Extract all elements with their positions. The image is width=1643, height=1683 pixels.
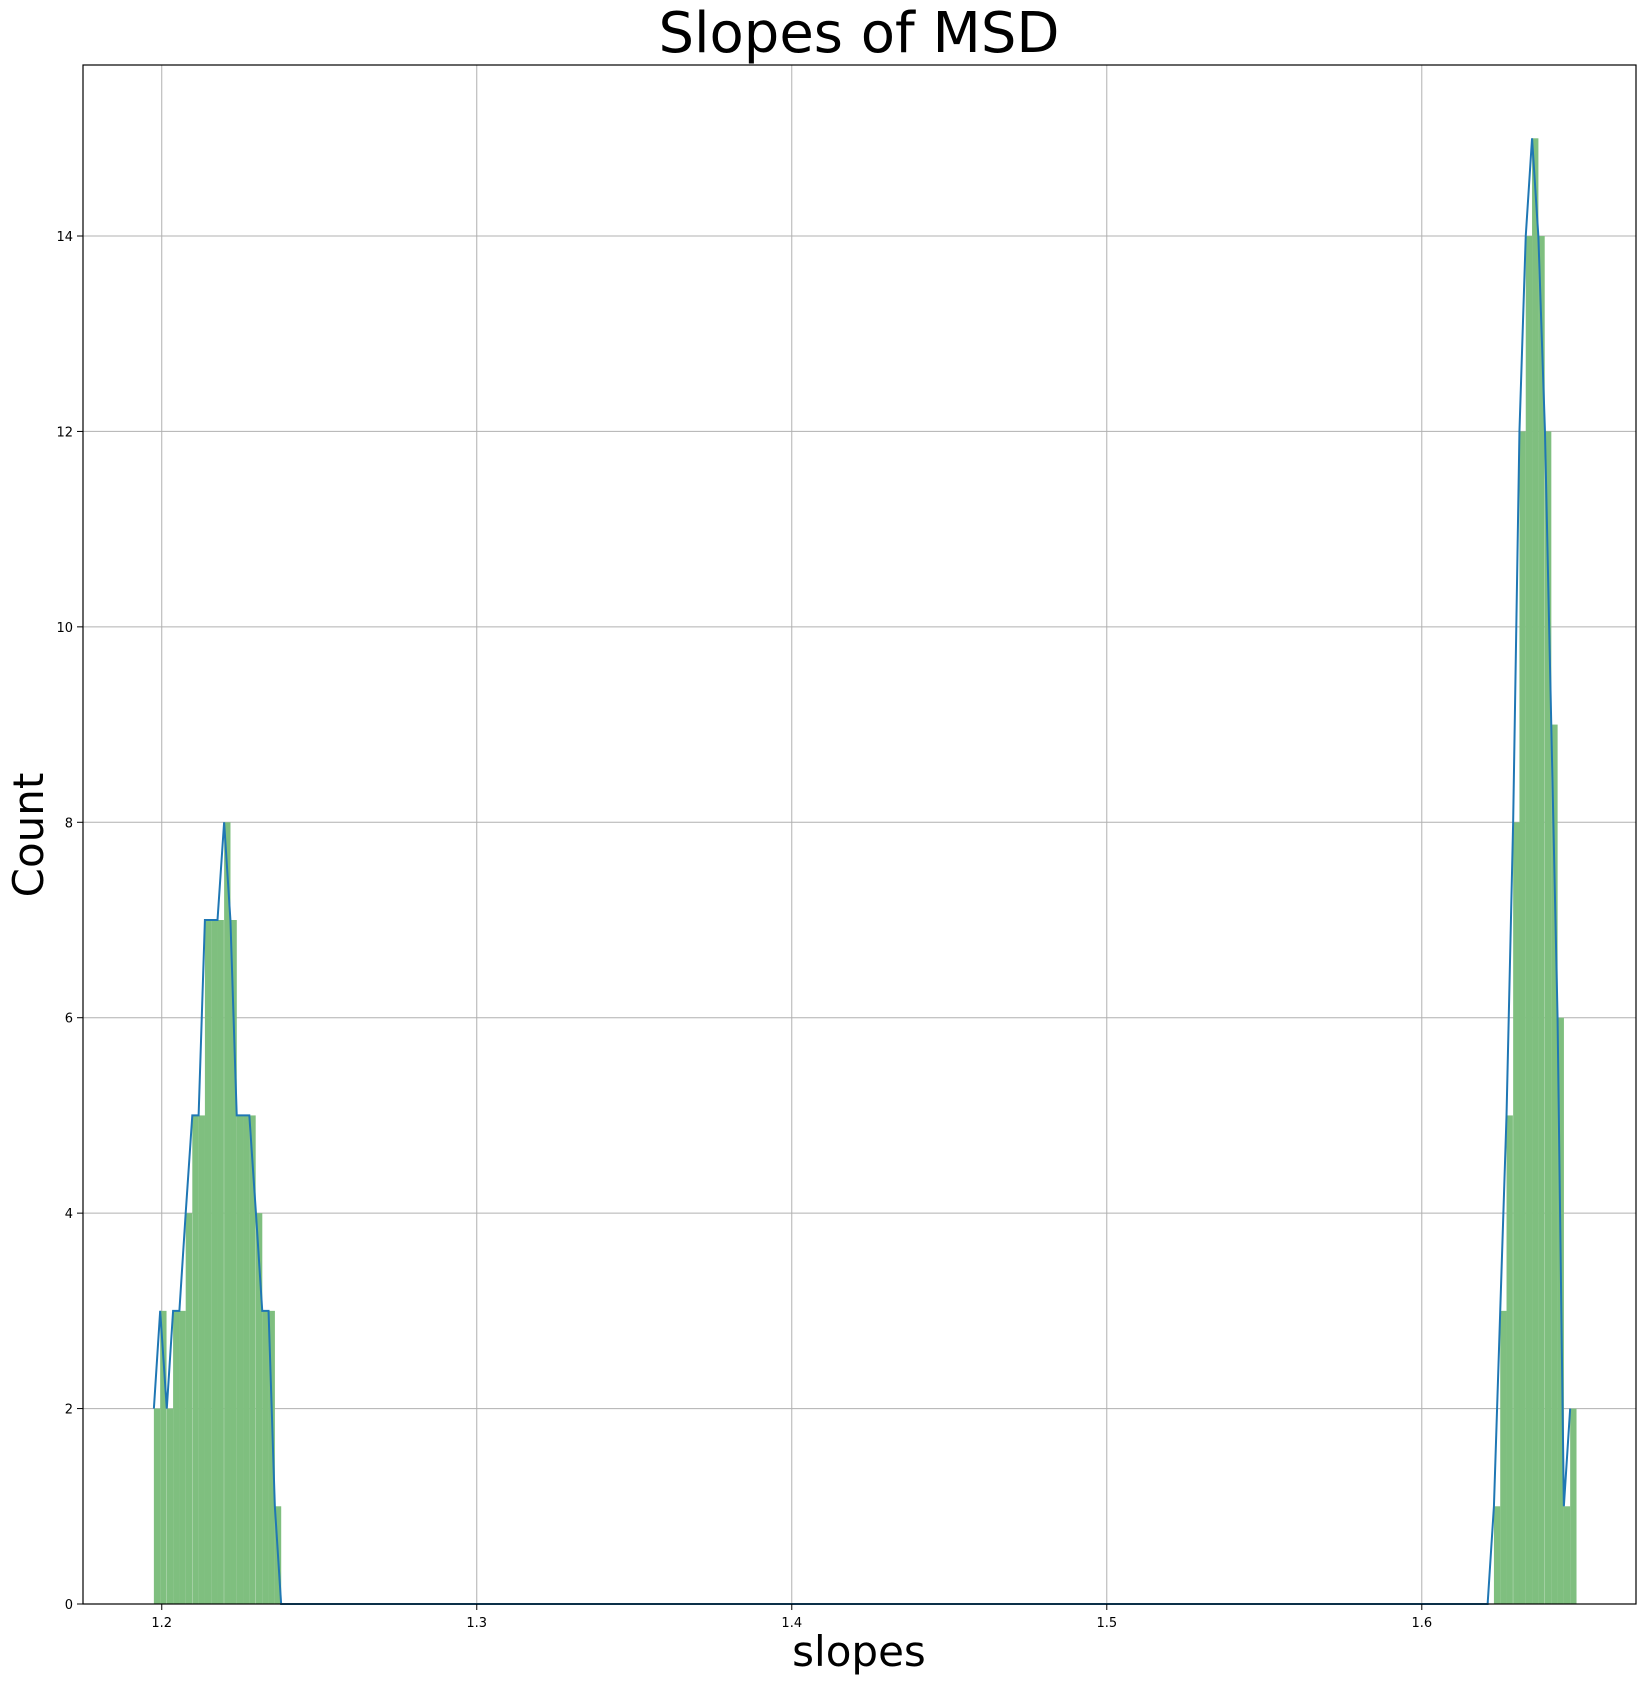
histogram-bar bbox=[211, 920, 218, 1604]
histogram-bar bbox=[249, 1115, 256, 1604]
histogram-bar bbox=[173, 1310, 180, 1604]
histogram-bar bbox=[255, 1213, 263, 1604]
histogram-bar bbox=[224, 822, 231, 1604]
histogram-bar bbox=[185, 1213, 193, 1604]
y-tick-label: 14 bbox=[56, 230, 73, 245]
x-axis-ticks: 1.2 1.3 1.4 1.5 1.6 bbox=[151, 1604, 1432, 1631]
histogram-bar bbox=[236, 1115, 244, 1604]
count-line bbox=[152, 138, 1572, 1605]
histogram-bar bbox=[1493, 1506, 1501, 1604]
y-axis-label: Count bbox=[4, 773, 53, 898]
y-tick-label: 12 bbox=[56, 425, 73, 440]
histogram-bar bbox=[268, 1310, 275, 1604]
histogram-bar bbox=[1506, 1115, 1513, 1604]
histogram-bar bbox=[1519, 431, 1526, 1604]
histogram-bar bbox=[1525, 236, 1533, 1604]
histogram-bar bbox=[262, 1310, 269, 1604]
y-tick-label: 6 bbox=[65, 1012, 73, 1027]
x-tick-label: 1.2 bbox=[151, 1616, 172, 1631]
y-tick-label: 10 bbox=[56, 621, 73, 636]
histogram-bar bbox=[1544, 431, 1552, 1604]
y-tick-label: 0 bbox=[65, 1598, 73, 1613]
histogram-bar bbox=[243, 1115, 250, 1604]
chart-title: Slopes of MSD bbox=[658, 1, 1059, 66]
grid-lines bbox=[83, 65, 1636, 1605]
x-tick-label: 1.5 bbox=[1096, 1616, 1117, 1631]
histogram-bar bbox=[153, 1408, 161, 1604]
y-tick-label: 8 bbox=[65, 816, 73, 831]
histogram-bar bbox=[204, 920, 212, 1604]
histogram-bar bbox=[1538, 236, 1545, 1604]
x-tick-label: 1.3 bbox=[466, 1616, 487, 1631]
histogram-bar bbox=[1570, 1408, 1577, 1604]
y-tick-label: 2 bbox=[65, 1403, 73, 1418]
histogram-bar bbox=[1513, 822, 1520, 1604]
x-tick-label: 1.4 bbox=[781, 1616, 802, 1631]
histogram-bar bbox=[166, 1408, 174, 1604]
histogram-bar bbox=[192, 1115, 199, 1604]
y-axis-ticks: 0 2 4 6 8 10 12 14 bbox=[56, 230, 83, 1613]
histogram-bar bbox=[179, 1310, 186, 1604]
histogram-bar bbox=[198, 1115, 205, 1604]
histogram-bar bbox=[217, 920, 224, 1604]
x-axis-label: slopes bbox=[792, 1627, 926, 1676]
histogram-bar bbox=[230, 920, 237, 1604]
histogram-bars bbox=[153, 138, 1577, 1604]
histogram-bar bbox=[1563, 1506, 1571, 1604]
x-tick-label: 1.6 bbox=[1411, 1616, 1432, 1631]
histogram-bar bbox=[1500, 1310, 1507, 1604]
histogram-bar bbox=[1532, 138, 1539, 1604]
plot-frame bbox=[82, 64, 1637, 1605]
y-tick-label: 4 bbox=[65, 1207, 73, 1222]
histogram-bar bbox=[160, 1310, 167, 1604]
histogram-bar bbox=[1551, 724, 1558, 1604]
